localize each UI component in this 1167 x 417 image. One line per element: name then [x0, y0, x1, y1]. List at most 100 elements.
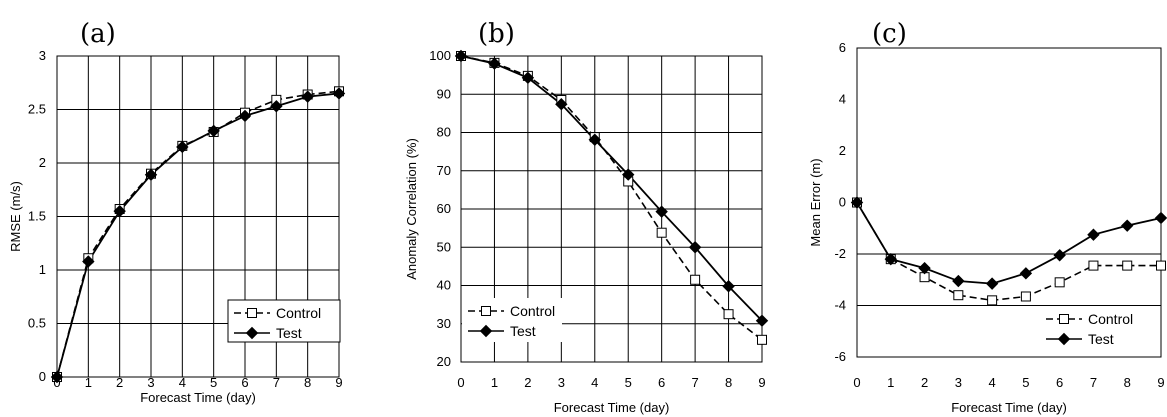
y-tick-label: 4 — [839, 92, 846, 107]
x-tick-label: 6 — [1056, 375, 1063, 390]
x-tick-label: 7 — [691, 375, 698, 390]
series-line-control — [856, 202, 1161, 302]
x-tick-label: 8 — [304, 375, 311, 390]
y-axis-title: Anomaly Correlation (%) — [404, 138, 419, 280]
data-point-control — [723, 309, 734, 320]
x-tick-label: 9 — [1157, 375, 1164, 390]
x-tick-label: 5 — [625, 375, 632, 390]
data-point-test — [588, 133, 601, 146]
data-point-test — [144, 168, 158, 181]
x-tick-label: 2 — [921, 375, 928, 390]
y-tick-label: 1.5 — [28, 209, 46, 224]
data-point-test — [555, 97, 568, 111]
data-point-test — [918, 261, 931, 275]
data-point-test — [722, 280, 735, 293]
y-tick-label: 90 — [437, 86, 451, 101]
data-point-control — [1020, 291, 1031, 302]
x-tick-label: 1 — [85, 375, 92, 390]
y-tick-label: 0.5 — [28, 316, 46, 331]
panel-label: (c) — [872, 19, 907, 49]
data-point-test — [332, 87, 346, 100]
x-tick-label: 7 — [273, 375, 280, 390]
y-tick-label: 0 — [839, 195, 846, 210]
legend-marker-test — [245, 326, 259, 340]
x-tick-label: 2 — [524, 375, 531, 390]
data-point-test — [985, 277, 999, 290]
y-tick-label: 70 — [437, 163, 451, 178]
x-tick-label: 5 — [1022, 375, 1029, 390]
data-point-control — [690, 274, 701, 285]
y-tick-label: 60 — [437, 201, 451, 216]
y-tick-label: 2 — [39, 155, 46, 170]
y-axis-title: Mean Error (m) — [808, 158, 823, 246]
data-point-test — [270, 100, 283, 113]
x-tick-label: 1 — [887, 375, 894, 390]
x-tick-label: 2 — [116, 375, 123, 390]
x-tick-label: 6 — [241, 375, 248, 390]
legend-label-test: Test — [510, 323, 536, 339]
y-tick-label: -4 — [834, 298, 846, 313]
y-tick-label: 2 — [839, 143, 846, 158]
x-tick-label: 4 — [179, 375, 186, 390]
panel-a: (a)00.511.522.530123456789Forecast Time … — [8, 19, 346, 405]
panel-b: (b) 20 30 40 50 60 70 80 90 100 0 1 2 3 4 5 6 7 8 9 Forecast… — [404, 19, 769, 415]
legend-label-test: Test — [1088, 331, 1114, 347]
data-point-test — [1154, 211, 1167, 225]
series-line-control — [460, 55, 763, 341]
data-point-test — [113, 204, 126, 218]
y-tick-label: 20 — [437, 354, 451, 369]
x-axis-title: Forecast Time (day) — [951, 400, 1067, 415]
y-tick-label: -6 — [834, 349, 846, 364]
legend-label-control: Control — [510, 303, 555, 319]
data-point-control — [656, 227, 667, 238]
legend-label-control: Control — [1088, 311, 1133, 327]
y-tick-label: 40 — [437, 278, 451, 293]
series-line-test — [856, 202, 1162, 285]
legend: Control Test — [1040, 306, 1160, 352]
legend-box — [462, 298, 562, 342]
x-tick-label: 3 — [955, 375, 962, 390]
legend-box — [1040, 306, 1160, 352]
data-point-control — [1054, 277, 1065, 288]
y-tick-label: 100 — [429, 48, 451, 63]
data-point-test — [238, 109, 252, 123]
legend-marker-control — [247, 308, 257, 318]
legend-box — [227, 299, 341, 343]
data-point-test — [50, 370, 64, 384]
data-point-test — [655, 205, 668, 218]
data-point-test — [207, 124, 220, 138]
data-point-test — [1053, 249, 1066, 262]
data-point-test — [622, 168, 635, 181]
data-point-control — [1088, 260, 1099, 271]
data-point-control — [1122, 260, 1133, 271]
panel-c: (c) -6 -4 -2 0 2 4 6 0 1 2 3 4 5 6 7 8 9 Forecast Time (da… — [808, 19, 1167, 415]
x-tick-label: 7 — [1090, 375, 1097, 390]
y-tick-label: 2.5 — [28, 102, 46, 117]
legend-marker-test — [1057, 332, 1071, 346]
data-point-test — [884, 252, 897, 266]
x-tick-label: 0 — [457, 375, 464, 390]
data-point-test — [301, 90, 314, 103]
y-tick-label: 30 — [437, 316, 451, 331]
x-tick-label: 4 — [591, 375, 598, 390]
panel-label: (b) — [478, 19, 515, 49]
data-point-test — [521, 71, 535, 85]
series-line-test — [56, 92, 340, 378]
data-point-test — [1087, 228, 1100, 241]
data-point-control — [757, 334, 767, 345]
x-tick-label: 3 — [147, 375, 154, 390]
data-point-test — [850, 196, 864, 209]
x-axis-title: Forecast Time (day) — [140, 390, 256, 405]
legend-marker-test — [479, 324, 493, 338]
x-tick-label: 8 — [1124, 375, 1131, 390]
legend-marker-control — [1059, 314, 1069, 324]
data-point-control — [987, 295, 998, 306]
data-point-control — [1156, 260, 1166, 271]
y-tick-label: 0 — [39, 369, 46, 384]
legend-label-control: Control — [276, 305, 321, 321]
legend: Control Test — [227, 299, 341, 343]
x-axis-title: Forecast Time (day) — [554, 400, 670, 415]
x-tick-label: 5 — [210, 375, 217, 390]
data-point-test — [952, 274, 965, 288]
data-point-test — [755, 314, 769, 327]
